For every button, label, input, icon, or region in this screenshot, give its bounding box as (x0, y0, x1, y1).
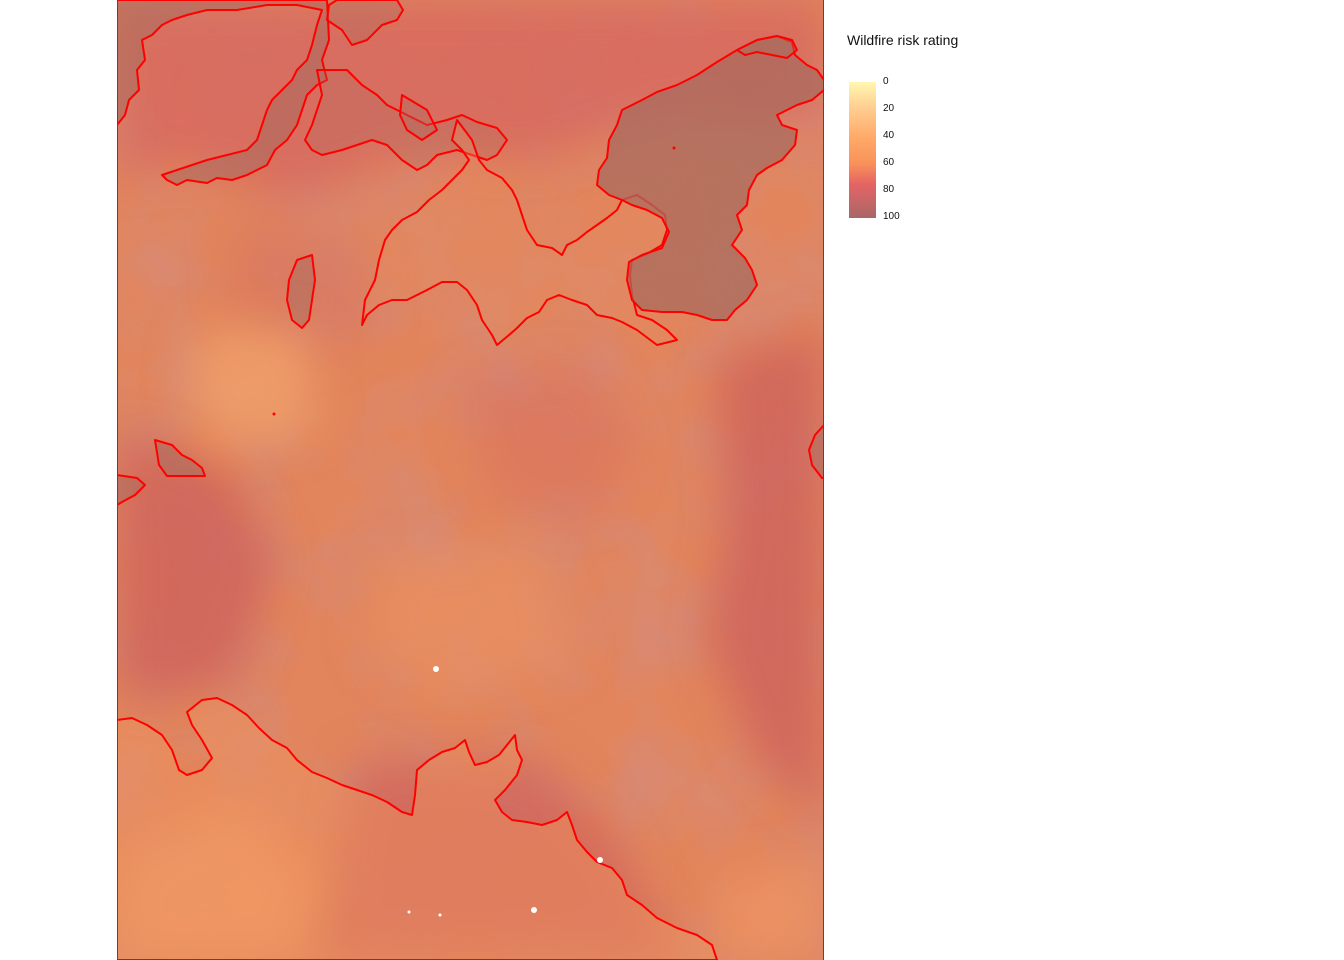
legend-tick-80: 80 (883, 184, 895, 195)
legend-tick-60: 60 (883, 157, 895, 168)
high-risk-zones (117, 0, 824, 960)
speckles (272, 146, 676, 917)
legend-tick-20: 20 (883, 103, 895, 114)
risk-raster (117, 0, 824, 960)
legend: Wildfire risk rating 0 20 40 60 80 100 (847, 30, 1047, 230)
legend-tick-40: 40 (883, 130, 895, 141)
legend-tick-0: 0 (883, 76, 889, 87)
boundary-north-east (596, 35, 824, 321)
risk-map[interactable] (117, 0, 824, 960)
lower-risk-zones (117, 330, 824, 960)
legend-tick-100: 100 (883, 211, 900, 222)
boundary-central (117, 119, 824, 506)
map-frame (117, 0, 824, 960)
legend-color-bar (849, 82, 876, 218)
legend-title: Wildfire risk rating (847, 32, 959, 48)
boundary-south (117, 697, 718, 960)
